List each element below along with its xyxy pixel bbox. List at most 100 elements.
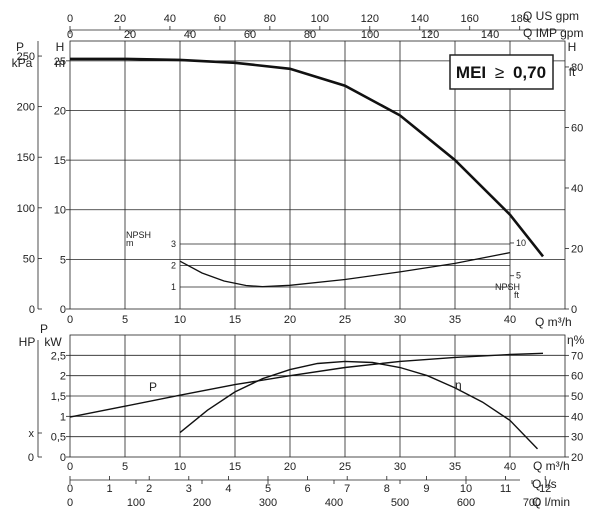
npsh-ticks: 1 2 3 5 10 <box>171 238 526 292</box>
top-us-tick-label: 100 <box>311 13 329 25</box>
kpa-tick-label: 150 <box>17 152 35 164</box>
head-y-tick-label: 10 <box>54 205 66 217</box>
power-x-axis-label: Q m³/h <box>533 459 570 473</box>
head-y-tick-label: 25 <box>54 56 66 68</box>
npsh-curve <box>179 251 511 288</box>
power-y-ticks: 0 0,5 1 1,5 2 2,5 <box>51 350 70 464</box>
npsh-ft-tick-label: 5 <box>516 271 521 281</box>
top-imp-tick-label: 60 <box>244 29 256 41</box>
top-imp-tick-label: 80 <box>304 29 316 41</box>
kpa-tick-label: 50 <box>23 253 35 265</box>
top-us-tick-label: 20 <box>114 13 126 25</box>
npsh-grid <box>180 243 510 288</box>
head-y-ticks: 0 5 10 15 20 25 <box>54 56 70 316</box>
power-x-tick-label: 25 <box>339 461 351 473</box>
npsh-ft-axis-unit: ft <box>514 290 520 300</box>
top-us-tick-label: 120 <box>361 13 379 25</box>
top-imp-tick-label: 20 <box>124 29 136 41</box>
ft-ticks: 0 20 40 60 80 <box>565 62 583 316</box>
kpa-tick-label: 100 <box>17 203 35 215</box>
efficiency-tick-label: 40 <box>571 411 583 423</box>
kpa-tick-label: 250 <box>17 51 35 63</box>
lmin-tick-label: 500 <box>391 497 409 509</box>
ls-tick-label: 10 <box>460 483 472 495</box>
power-axis-title: P <box>40 322 48 336</box>
head-x-tick-label: 15 <box>229 314 241 326</box>
lmin-tick-label: 0 <box>67 497 73 509</box>
efficiency-tick-label: 50 <box>571 391 583 403</box>
power-x-tick-label: 35 <box>449 461 461 473</box>
power-y-tick-label: 0,5 <box>51 432 66 444</box>
npsh-tick-label: 1 <box>171 282 176 292</box>
power-y-tick-label: 1,5 <box>51 391 66 403</box>
top-imp-tick-label: 120 <box>421 29 439 41</box>
top-imp-tick-label: 100 <box>361 29 379 41</box>
ls-ticks: 0 1 2 3 4 5 6 7 8 9 10 11 12 <box>67 476 551 495</box>
top-axes: 0 20 40 60 80 100 120 140 160 180 0 20 40 60 80 100 120… <box>67 9 584 41</box>
head-x-tick-label: 10 <box>174 314 186 326</box>
lmin-tick-label: 100 <box>127 497 145 509</box>
efficiency-axis-title: η% <box>567 333 585 347</box>
head-axis-title: H <box>56 40 65 54</box>
ft-tick-label: 0 <box>571 304 577 316</box>
lmin-tick-label: 600 <box>457 497 475 509</box>
head-y-tick-label: 15 <box>54 155 66 167</box>
head-y-tick-label: 0 <box>60 304 66 316</box>
top-us-ticks: 0 20 40 60 80 100 120 140 160 180 <box>67 13 529 30</box>
power-x-tick-label: 40 <box>504 461 516 473</box>
bottom-axes: 0 1 2 3 4 5 6 7 8 9 10 11 12 Q l/s 0 100 200 300 400 500 6… <box>67 476 570 509</box>
efficiency-ticks: 20 30 40 50 60 70 <box>565 350 583 464</box>
ls-tick-label: 12 <box>539 483 551 495</box>
ls-tick-label: 11 <box>500 483 511 495</box>
power-x-ticks: 0 5 10 15 20 25 30 35 40 <box>67 461 516 473</box>
power-y-tick-label: 2,5 <box>51 350 66 362</box>
ls-tick-label: 8 <box>384 483 390 495</box>
lmin-tick-label: 200 <box>193 497 211 509</box>
head-x-tick-label: 5 <box>122 314 128 326</box>
power-x-tick-label: 0 <box>67 461 73 473</box>
ft-tick-label: 20 <box>571 243 583 255</box>
ls-axis-label: Q l/s <box>532 477 557 491</box>
head-axis-unit: m <box>55 56 65 70</box>
power-y-tick-label: 2 <box>60 371 66 383</box>
power-plot: 0 5 10 15 20 25 30 35 40 0 0,5 1 1,5 2 2,5 20 30 40 50 60… <box>19 322 585 473</box>
power-curve <box>69 352 544 418</box>
mei-symbol: ≥ <box>495 63 504 82</box>
ls-tick-label: 2 <box>146 483 152 495</box>
efficiency-series-label: η <box>455 378 462 392</box>
efficiency-tick-label: 20 <box>571 452 583 464</box>
npsh-subplot: 1 2 3 5 10 NPSH m NPSH ft <box>126 230 526 300</box>
ls-tick-label: 9 <box>423 483 429 495</box>
ls-tick-label: 1 <box>107 483 113 495</box>
npsh-tick-label: 3 <box>171 239 176 249</box>
hp-outer-tick-label: x <box>29 428 35 440</box>
power-axis-unit: kW <box>44 335 62 349</box>
ls-tick-label: 3 <box>186 483 192 495</box>
npsh-ft-tick-label: 10 <box>516 238 526 248</box>
efficiency-tick-label: 70 <box>571 350 583 362</box>
ft-axis-title: H <box>568 40 577 54</box>
efficiency-curve <box>179 360 539 450</box>
power-x-tick-label: 20 <box>284 461 296 473</box>
power-series-label: P <box>149 380 157 394</box>
power-x-tick-label: 5 <box>122 461 128 473</box>
top-us-tick-label: 0 <box>67 13 73 25</box>
head-x-tick-label: 25 <box>339 314 351 326</box>
power-x-tick-label: 10 <box>174 461 186 473</box>
kpa-axis-unit: kPa <box>12 56 33 70</box>
npsh-tick-label: 2 <box>171 261 176 271</box>
ft-tick-label: 60 <box>571 122 583 134</box>
ls-tick-label: 0 <box>67 483 73 495</box>
mei-badge-text: MEI ≥ 0,70 <box>456 63 546 82</box>
npsh-axis-unit: m <box>126 238 134 248</box>
top-us-tick-label: 160 <box>461 13 479 25</box>
top-us-tick-label: 180 <box>511 13 529 25</box>
mei-prefix: MEI <box>456 63 486 82</box>
head-x-tick-label: 40 <box>504 314 516 326</box>
lmin-tick-label: 700 <box>523 497 541 509</box>
power-x-tick-label: 30 <box>394 461 406 473</box>
ls-tick-label: 7 <box>344 483 350 495</box>
kpa-axis-title: P <box>16 40 24 54</box>
top-us-tick-label: 140 <box>411 13 429 25</box>
